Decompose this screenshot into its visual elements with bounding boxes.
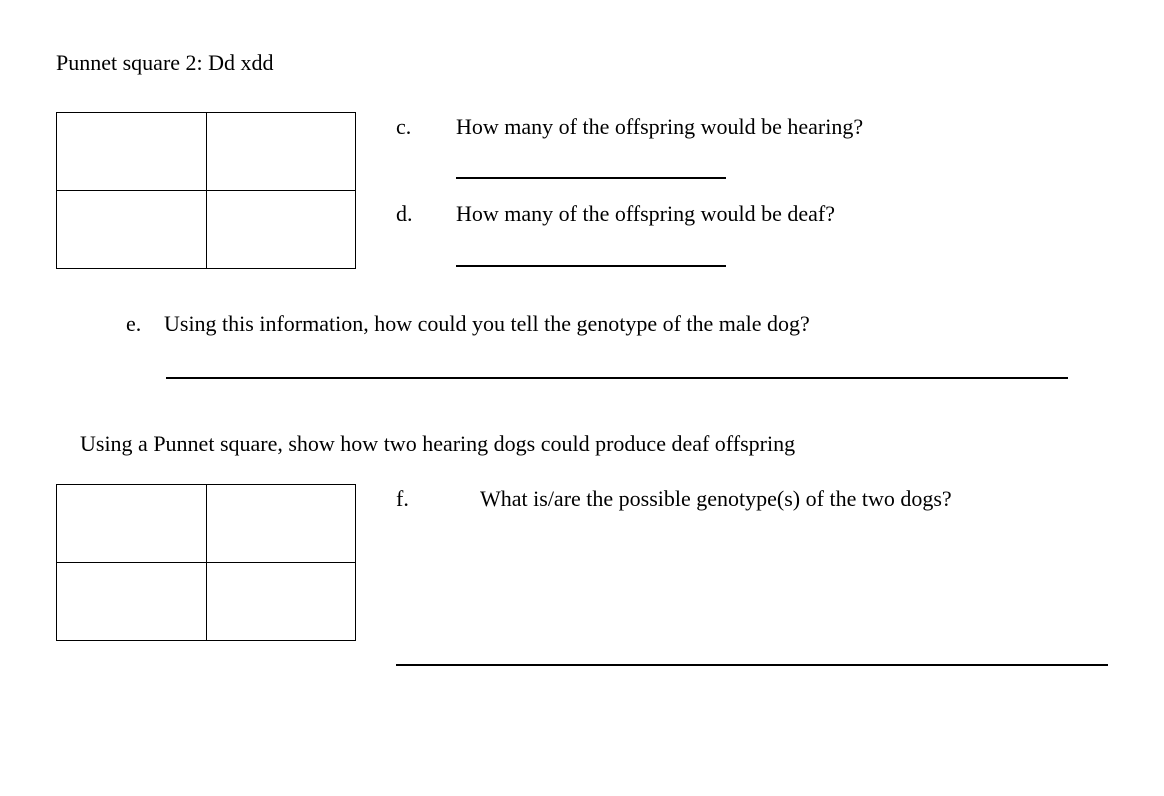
question-f-text: What is/are the possible genotype(s) of … (480, 484, 1108, 514)
punnett2-cell-1-1[interactable] (206, 190, 356, 268)
question-d-text: How many of the offspring would be deaf? (456, 199, 1108, 229)
question-d: d. How many of the offspring would be de… (396, 199, 1108, 229)
question-f-letter: f. (396, 484, 480, 514)
question-c-letter: c. (396, 112, 456, 142)
punnett3-cell-1-1[interactable] (206, 563, 356, 641)
question-f-column: f. What is/are the possible genotype(s) … (396, 484, 1108, 666)
question-d-answer-line[interactable] (456, 235, 726, 267)
punnett-and-questions-cd-row: c. How many of the offspring would be he… (56, 112, 1108, 287)
punnett3-cell-1-0[interactable] (57, 563, 207, 641)
question-f: f. What is/are the possible genotype(s) … (396, 484, 1108, 514)
questions-cd-column: c. How many of the offspring would be he… (396, 112, 1108, 287)
question-e-answer-line[interactable] (166, 339, 1068, 379)
question-d-letter: d. (396, 199, 456, 229)
section-2-prompt: Using a Punnet square, show how two hear… (80, 429, 1108, 459)
worksheet-page: Punnet square 2: Dd xdd c. How many of t… (0, 0, 1164, 796)
question-e-letter: e. (126, 309, 164, 339)
punnett-square-2-grid[interactable] (56, 112, 356, 269)
question-c-text: How many of the offspring would be heari… (456, 112, 1108, 142)
punnett2-cell-0-0[interactable] (57, 112, 207, 190)
punnett-square-3-grid[interactable] (56, 484, 356, 641)
section-2: Using a Punnet square, show how two hear… (56, 429, 1108, 666)
question-e-text: Using this information, how could you te… (164, 309, 1108, 339)
question-c: c. How many of the offspring would be he… (396, 112, 1108, 142)
punnett3-cell-0-0[interactable] (57, 485, 207, 563)
spacer (396, 514, 1108, 634)
punnett2-cell-1-0[interactable] (57, 190, 207, 268)
punnett-and-question-f-row: f. What is/are the possible genotype(s) … (56, 484, 1108, 666)
question-c-answer-line[interactable] (456, 147, 726, 179)
question-e: e. Using this information, how could you… (126, 309, 1108, 339)
punnett-square-2-title: Punnet square 2: Dd xdd (56, 48, 1108, 78)
punnett3-cell-0-1[interactable] (206, 485, 356, 563)
punnett2-cell-0-1[interactable] (206, 112, 356, 190)
question-f-answer-line[interactable] (396, 654, 1108, 666)
